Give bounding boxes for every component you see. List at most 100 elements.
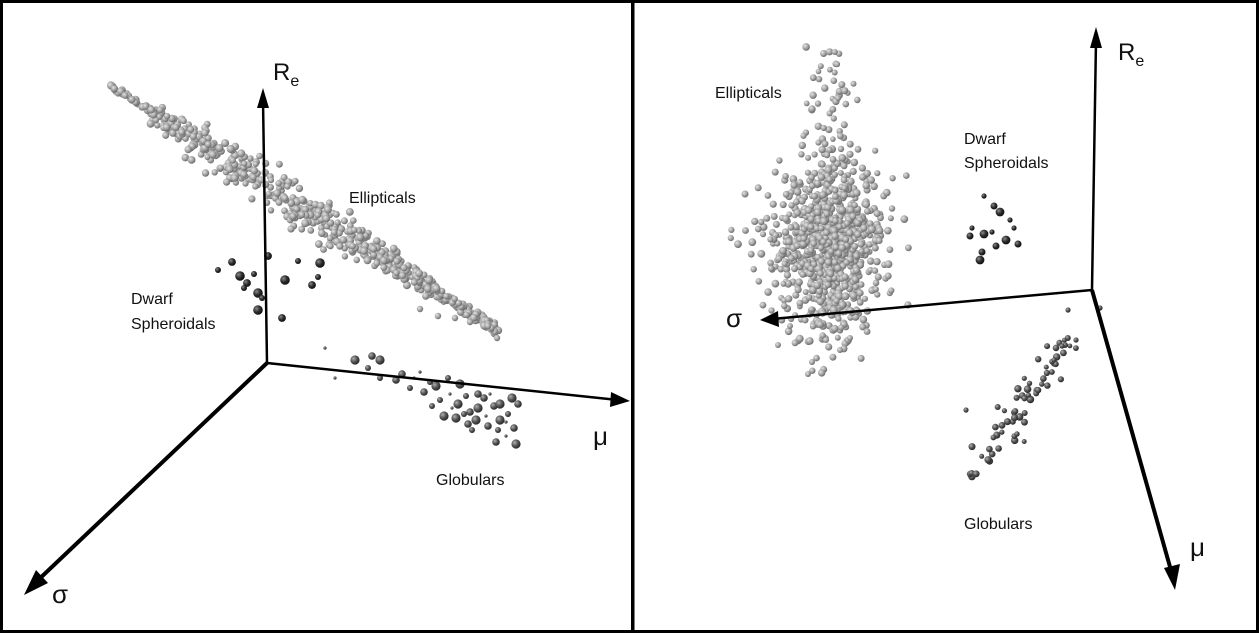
dwarf-spheroidal-point <box>259 295 265 301</box>
elliptical-point <box>835 315 842 322</box>
left-axis-sigma-label: σ <box>52 579 68 609</box>
elliptical-point <box>852 266 861 274</box>
dwarf-spheroidal-point <box>315 274 321 280</box>
panel-right-border <box>631 0 1259 633</box>
elliptical-point <box>817 244 825 251</box>
globular-point <box>368 352 376 360</box>
elliptical-point <box>844 220 851 227</box>
elliptical-point <box>852 283 859 291</box>
elliptical-point <box>734 240 742 249</box>
elliptical-point <box>815 68 822 75</box>
elliptical-point <box>748 238 757 247</box>
elliptical-point <box>759 301 767 309</box>
globular-point <box>992 423 999 431</box>
elliptical-point <box>841 87 849 95</box>
elliptical-point <box>858 164 867 172</box>
elliptical-point <box>862 181 870 190</box>
elliptical-point <box>849 167 857 175</box>
elliptical-point <box>863 169 871 178</box>
elliptical-point <box>841 292 850 301</box>
globular-point <box>1051 357 1057 363</box>
elliptical-point <box>823 229 830 237</box>
left-axis-mu-arrow <box>610 392 630 407</box>
elliptical-point <box>142 103 150 110</box>
elliptical-point <box>783 271 792 279</box>
elliptical-point <box>221 139 230 148</box>
elliptical-point <box>747 250 755 258</box>
elliptical-point <box>790 181 798 189</box>
elliptical-point <box>806 337 814 345</box>
elliptical-point <box>900 215 909 224</box>
globular-point <box>445 375 451 381</box>
elliptical-point <box>484 322 492 330</box>
elliptical-point <box>759 223 768 231</box>
elliptical-point <box>801 316 809 324</box>
elliptical-point <box>809 367 816 374</box>
globular-point <box>453 399 463 409</box>
elliptical-point <box>779 247 787 255</box>
elliptical-point <box>389 244 398 253</box>
elliptical-point <box>824 258 833 266</box>
elliptical-point <box>803 100 810 107</box>
elliptical-point <box>817 270 824 277</box>
elliptical-point <box>275 198 283 206</box>
elliptical-point <box>835 87 843 95</box>
globular-point <box>1011 414 1018 422</box>
globular-point <box>979 453 985 459</box>
elliptical-point <box>831 171 838 178</box>
globular-point <box>998 422 1006 429</box>
elliptical-point <box>795 334 804 343</box>
dwarf-spheroidal-point <box>995 207 1005 217</box>
elliptical-point <box>817 173 826 181</box>
elliptical-point <box>799 271 807 278</box>
elliptical-point <box>872 147 879 154</box>
elliptical-point <box>874 291 881 298</box>
elliptical-point <box>873 257 881 266</box>
panel-right: Re σ μ Ellipticals Dwarf Spheroidals Glo… <box>631 0 1259 633</box>
globular-point <box>514 400 522 408</box>
elliptical-point <box>211 169 218 176</box>
elliptical-point <box>782 172 789 180</box>
elliptical-point <box>327 242 334 250</box>
elliptical-point <box>425 276 433 285</box>
globular-point <box>988 450 996 458</box>
globular-point <box>429 403 435 409</box>
elliptical-point <box>415 269 423 278</box>
elliptical-point <box>240 171 248 178</box>
right-label-dwarf-line1: Dwarf <box>964 131 1006 148</box>
elliptical-point <box>823 210 831 218</box>
elliptical-point <box>813 354 820 362</box>
elliptical-point <box>252 161 259 168</box>
elliptical-point <box>768 307 775 314</box>
elliptical-point <box>888 205 896 212</box>
elliptical-point <box>866 220 874 228</box>
elliptical-point <box>742 227 749 234</box>
elliptical-point <box>831 232 839 240</box>
globular-point <box>392 376 400 384</box>
elliptical-point <box>875 226 884 235</box>
elliptical-point <box>799 260 806 267</box>
elliptical-point <box>777 265 785 273</box>
elliptical-point <box>791 265 799 273</box>
elliptical-point <box>798 151 805 158</box>
elliptical-point <box>185 121 192 128</box>
elliptical-point <box>840 191 848 200</box>
elliptical-point <box>336 229 343 237</box>
elliptical-point <box>330 228 338 236</box>
elliptical-point <box>816 321 824 329</box>
elliptical-point <box>373 237 381 245</box>
elliptical-point <box>767 259 774 267</box>
elliptical-point <box>821 140 829 148</box>
elliptical-point <box>820 124 827 132</box>
elliptical-point <box>815 75 823 83</box>
elliptical-point <box>832 193 839 200</box>
elliptical-point <box>241 160 248 167</box>
elliptical-point <box>360 247 368 255</box>
elliptical-point <box>769 200 777 208</box>
globular-point <box>1052 344 1060 352</box>
elliptical-point <box>782 215 790 223</box>
elliptical-point <box>820 50 828 57</box>
globular-point <box>418 370 422 374</box>
globular-point <box>1012 408 1019 415</box>
